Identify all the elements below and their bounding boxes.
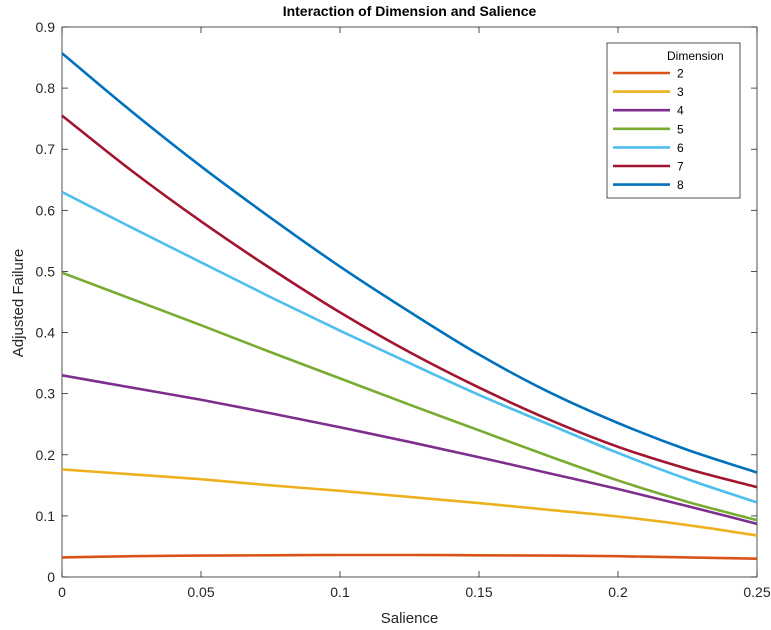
x-tick-label: 0.15 xyxy=(465,584,492,600)
series-line-dim-2 xyxy=(61,553,758,560)
y-tick-label: 0.7 xyxy=(36,141,56,157)
legend-title: Dimension xyxy=(667,49,724,63)
legend-label-dim-3: 3 xyxy=(677,85,684,99)
y-tick-label: 0.6 xyxy=(36,202,56,218)
series-line-dim-3 xyxy=(61,468,758,537)
plot-area: 0 0.05 0.1 0.15 0.2 0.25 0 0.1 0.2 0.3 0.4 0.5 0.6 0.… xyxy=(36,19,771,600)
legend-label-dim-4: 4 xyxy=(677,104,684,118)
y-tick-label: 0.1 xyxy=(36,508,56,524)
series-line-dim-8 xyxy=(61,52,758,474)
x-tick-label: 0 xyxy=(58,584,66,600)
legend-label-dim-2: 2 xyxy=(677,67,684,81)
series-line-dim-4 xyxy=(61,374,758,526)
y-tick-label: 0.4 xyxy=(36,325,56,341)
legend-box xyxy=(606,42,741,199)
x-tick-label: 0.25 xyxy=(743,584,770,600)
legend-label-dim-5: 5 xyxy=(677,122,684,136)
series-line-dim-7 xyxy=(61,114,758,489)
y-tick-label: 0.2 xyxy=(36,447,56,463)
legend-label-dim-6: 6 xyxy=(677,141,684,155)
legend-label-dim-7: 7 xyxy=(677,160,684,174)
y-tick-label: 0.9 xyxy=(36,19,56,35)
legend-label-dim-8: 8 xyxy=(677,178,684,192)
axes-box xyxy=(61,26,758,578)
y-tick-label: 0 xyxy=(47,569,55,585)
y-tick-label: 0.8 xyxy=(36,80,56,96)
x-tick-label: 0.1 xyxy=(330,584,350,600)
series-line-dim-5 xyxy=(61,271,758,522)
series-line-dim-6 xyxy=(61,190,758,504)
y-tick-label: 0.3 xyxy=(36,386,56,402)
y-tick-label: 0.5 xyxy=(36,263,56,279)
chart-title: Interaction of Dimension and Salience xyxy=(283,3,537,19)
x-axis-label: Salience xyxy=(381,610,439,627)
x-tick-label: 0.2 xyxy=(608,584,628,600)
x-tick-label: 0.05 xyxy=(187,584,214,600)
legend: Dimension 2 3 4 5 6 7 8 xyxy=(606,42,741,199)
y-axis-label: Adjusted Failure xyxy=(10,249,27,357)
